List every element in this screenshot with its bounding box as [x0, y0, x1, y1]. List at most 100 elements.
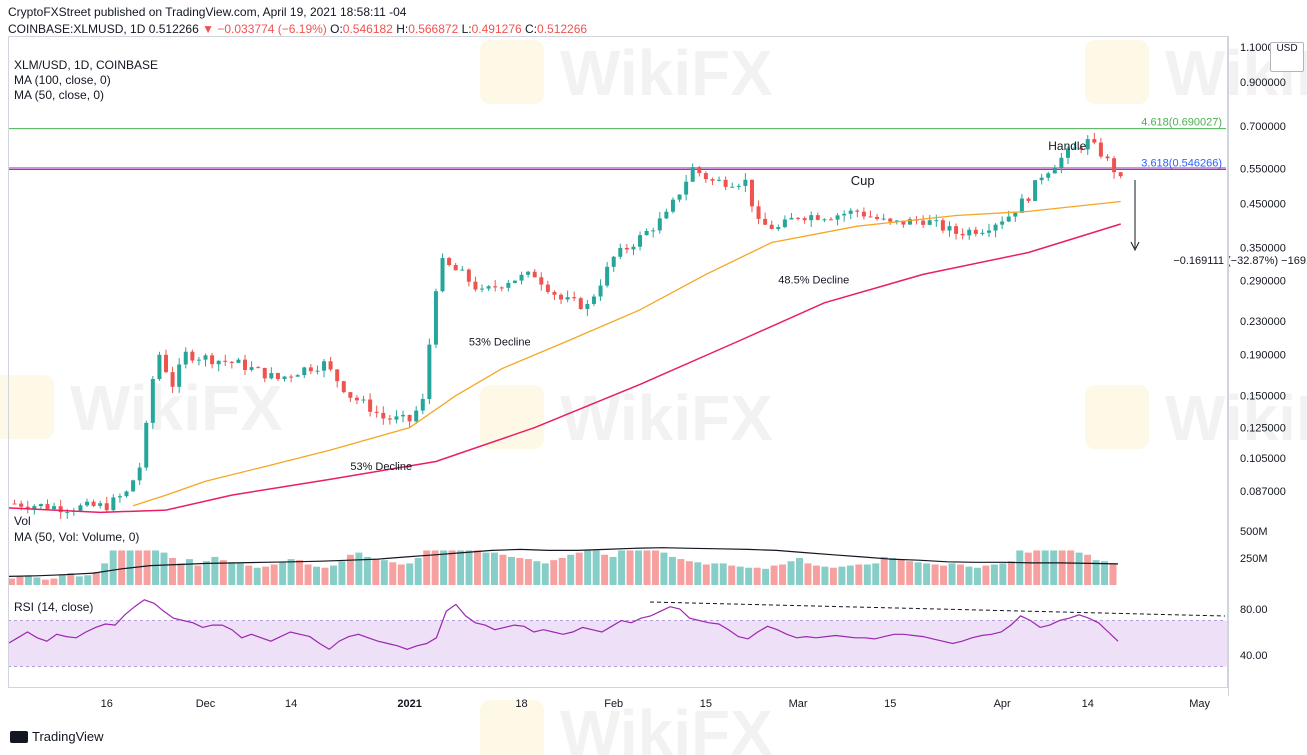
open-value: 0.546182 — [342, 22, 393, 36]
candle-body — [651, 230, 656, 232]
candle-body — [552, 291, 557, 295]
candle-body — [308, 367, 313, 372]
volume-bar — [414, 558, 422, 585]
candle-body — [1026, 198, 1031, 201]
volume-bar — [194, 565, 202, 585]
candle-body — [302, 367, 307, 376]
volume-bar — [643, 550, 651, 585]
watermark-logo-icon — [1085, 40, 1149, 104]
volume-bar — [923, 563, 931, 585]
x-tick-label: Apr — [994, 698, 1011, 710]
watermark-logo-icon — [1085, 385, 1149, 449]
candle-body — [91, 501, 96, 506]
volume-bar — [982, 565, 990, 585]
target-arrow-icon — [1130, 241, 1140, 252]
candle-body — [578, 298, 583, 309]
candle-body — [368, 399, 373, 412]
price-tick-label: 0.350000 — [1240, 242, 1286, 254]
volume-bar — [906, 561, 914, 585]
chart-annotation: Cup — [851, 173, 875, 188]
volume-bar — [533, 561, 541, 585]
candle-body — [684, 181, 689, 195]
candle-body — [150, 379, 155, 423]
candle-body — [354, 397, 359, 401]
volume-bar — [940, 565, 948, 585]
volume-bar — [872, 563, 880, 585]
volume-bar — [1007, 561, 1015, 585]
candle-body — [986, 230, 991, 233]
volume-bar — [329, 565, 337, 585]
volume-bar — [262, 566, 270, 585]
candle-body — [769, 224, 774, 229]
candle-body — [789, 217, 794, 220]
legend-ma100: MA (100, close, 0) — [14, 73, 111, 87]
volume-bar — [372, 559, 380, 585]
candle-body — [427, 344, 432, 399]
candle-body — [954, 226, 959, 234]
volume-bar — [380, 560, 388, 585]
volume-bar — [135, 550, 143, 585]
candle-body — [512, 280, 517, 283]
volume-bar — [101, 563, 109, 585]
volume-bar — [753, 567, 761, 585]
candle-body — [223, 360, 228, 362]
candle-body — [809, 215, 814, 221]
candle-body — [341, 381, 346, 393]
volume-bar — [1041, 550, 1049, 585]
candle-body — [559, 294, 564, 300]
candle-body — [1112, 158, 1117, 173]
candle-body — [65, 511, 70, 513]
candle-body — [137, 467, 142, 481]
x-tick-label: 15 — [884, 698, 896, 710]
candle-body — [177, 364, 182, 387]
candle-body — [940, 220, 945, 231]
volume-bar — [143, 550, 151, 585]
candle-body — [776, 227, 781, 229]
volume-bar — [931, 564, 939, 585]
tradingview-logo[interactable]: TradingView — [10, 729, 104, 744]
candle-body — [848, 210, 853, 214]
candle-body — [131, 480, 136, 492]
candle-body — [875, 216, 880, 220]
volume-bar — [897, 559, 905, 585]
volume-bar — [228, 562, 236, 585]
candle-body — [111, 497, 116, 511]
candle-body — [85, 501, 90, 506]
candle-body — [796, 217, 801, 219]
volume-bar — [863, 564, 871, 585]
volume-bar — [423, 550, 431, 585]
candle-body — [486, 286, 491, 289]
candle-body — [894, 220, 899, 222]
x-tick-label: 15 — [700, 698, 712, 710]
candle-body — [183, 351, 188, 365]
volume-bar — [33, 577, 41, 585]
currency-badge[interactable]: USD — [1270, 42, 1304, 72]
watermark-text: WikiFX — [560, 382, 773, 454]
price-tick-label: 0.087000 — [1240, 486, 1286, 498]
volume-bar — [177, 563, 185, 585]
volume-bar — [524, 559, 532, 585]
volume-bar — [406, 563, 414, 585]
candle-body — [677, 194, 682, 200]
rsi-band — [8, 620, 1228, 667]
candle-body — [98, 503, 103, 506]
price-axis[interactable] — [1228, 36, 1307, 696]
candle-body — [203, 355, 208, 360]
x-tick-label: 2021 — [397, 698, 421, 710]
x-tick-label: 14 — [285, 698, 297, 710]
price-tick-label: 0.290000 — [1240, 275, 1286, 287]
rsi-line — [7, 599, 1119, 651]
candle-body — [888, 218, 893, 222]
volume-bar — [541, 563, 549, 585]
watermark-logo-icon — [480, 385, 544, 449]
candle-body — [38, 504, 43, 507]
candle-body — [644, 230, 649, 236]
candle-body — [756, 206, 761, 219]
candle-body — [196, 359, 201, 361]
candle-body — [598, 285, 603, 297]
watermark-text: WikiFX — [560, 697, 773, 755]
volume-bar — [499, 554, 507, 585]
candle-body — [611, 256, 616, 267]
candle-body — [157, 354, 162, 380]
